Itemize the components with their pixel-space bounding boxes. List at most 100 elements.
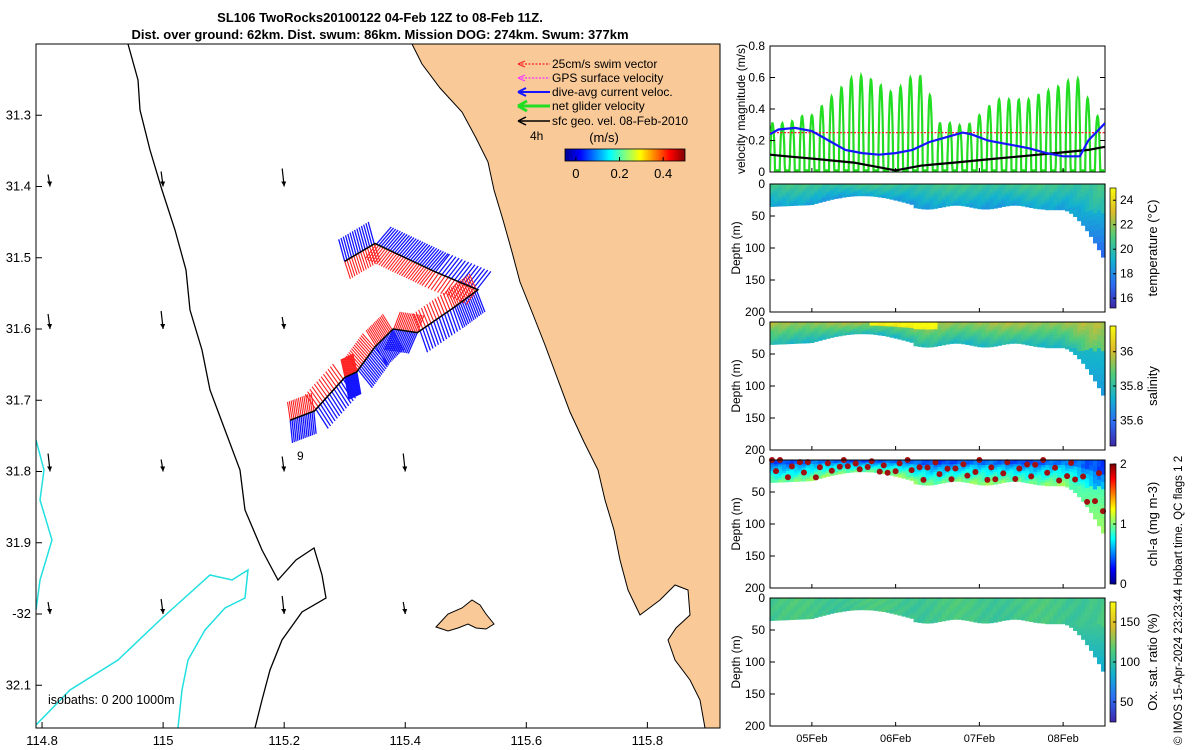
section-cell [973,322,978,325]
section-cell [1061,324,1066,328]
section-cell [1053,334,1058,338]
section-cell [949,196,955,200]
section-cell [977,336,982,340]
section-cell [774,324,779,327]
section-cell [770,184,775,187]
section-cell [869,329,875,331]
section-cell [925,329,931,333]
section-cell [805,328,811,331]
section-cell [1053,470,1058,474]
section-cell [849,600,855,603]
chla-high-marker [984,476,991,483]
section-cell [957,479,962,482]
section-cell [1025,333,1030,337]
section-cell [837,606,843,609]
section-cell [869,192,875,195]
section-cell [1081,192,1086,197]
section-cell [786,462,791,465]
section-cell [941,464,947,468]
section-cell [881,193,887,196]
current-vector [450,260,466,280]
section-cell [853,324,859,327]
section-cell [817,605,823,608]
section-cell [793,334,799,338]
section-cell [833,468,839,471]
section-cell [1077,630,1082,636]
current-vector [474,291,484,314]
section-cell [857,599,863,601]
section-cell [921,206,927,210]
chla-high-marker [1056,477,1063,484]
section-cell [778,201,783,205]
section-colorbar-tick-label: 2 [1120,457,1127,471]
section-cell [789,184,795,187]
section-cell [857,192,863,194]
section-cell [965,604,970,608]
section-ytick-label: 50 [752,623,766,637]
section-cell [977,184,982,188]
section-cell [837,188,843,191]
section-cell [805,190,811,193]
section-cell [893,334,899,337]
section-cell [1009,460,1014,463]
section-cell [853,187,859,190]
sfc-velocity-arrowhead [281,466,287,472]
section-cell [1081,322,1086,327]
section-cell [949,192,955,196]
section-cell [1081,208,1086,214]
section-cell [1065,327,1070,331]
section-cell [817,184,823,187]
section-cell [817,329,823,332]
section-cell [813,184,819,187]
section-cell [965,339,970,343]
section-cell [893,599,899,602]
section-cell [945,604,951,608]
current-vector [473,269,489,289]
swim-vector [311,386,324,403]
section-cell [933,200,939,204]
section-cell [957,472,962,476]
section-ytick-label: 100 [745,655,765,669]
current-vector [363,361,379,381]
section-cell [905,599,911,603]
section-cell [1049,196,1054,200]
current-vector [376,344,389,365]
section-cell [1017,479,1022,482]
section-cell [1037,186,1042,190]
section-cell [797,614,803,618]
section-cell [1033,602,1038,606]
current-vector [352,373,358,397]
section-cell [917,336,923,340]
chla-high-marker [1064,473,1071,480]
section-cell [1045,324,1050,328]
section-cell [1097,361,1102,369]
section-cell [1061,196,1066,200]
section-cell [809,602,815,605]
section-cell [1057,334,1062,338]
section-cell [825,607,831,610]
section-cell [789,610,795,614]
section-cell [778,195,783,198]
section-cell [797,604,803,607]
chla-high-marker [896,460,903,467]
section-cell [965,333,970,336]
section-cell [837,610,843,613]
section-cell [825,333,831,336]
section-cell [937,612,943,615]
section-cell [1041,332,1046,336]
section-cell [973,196,978,199]
section-cell [865,602,871,605]
section-cell [801,192,807,195]
section-cell [925,460,931,464]
section-cell [1045,332,1050,336]
section-cell [1049,462,1054,466]
map-panel: 114.8 115 115.2 115.4 115.6 115.8 31.331.431.… [6,43,721,748]
section-cell [1093,231,1098,238]
section-cell [969,340,974,344]
section-cell [1009,617,1014,620]
section-cell [989,598,994,602]
section-cell [1013,330,1018,334]
section-cell [1101,191,1106,200]
section-cell [873,602,879,605]
section-cell [813,337,819,340]
